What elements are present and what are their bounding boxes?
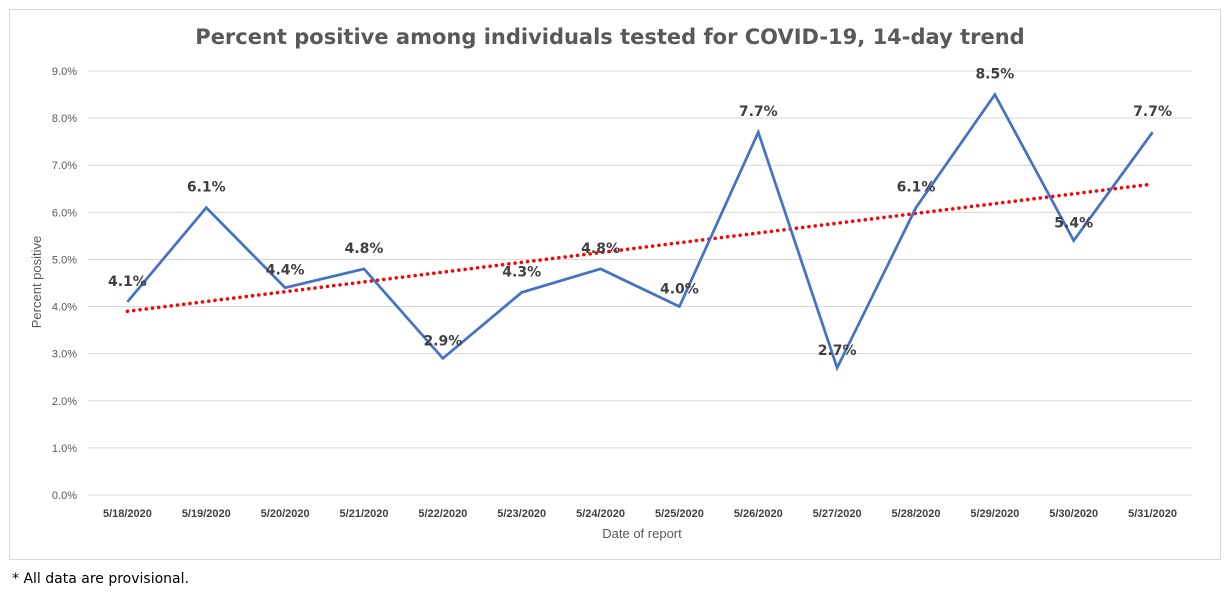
chart-title: Percent positive among individuals teste… (195, 25, 1024, 49)
x-tick-label: 5/28/2020 (892, 508, 941, 520)
x-axis-ticks: 5/18/2020 5/19/2020 5/20/2020 5/21/2020 5/22… (103, 508, 1177, 520)
data-label: 2.9% (423, 333, 462, 349)
y-tick-label: 2.0% (52, 396, 77, 408)
data-label: 4.1% (108, 274, 147, 290)
y-tick-label: 8.0% (52, 113, 77, 125)
y-tick-label: 7.0% (52, 160, 77, 172)
series-line (126, 91, 1154, 372)
data-label: 7.7% (1133, 104, 1172, 120)
y-axis-label: Percent positive (29, 236, 44, 329)
x-tick-label: 5/20/2020 (261, 508, 310, 520)
x-tick-label: 5/22/2020 (418, 508, 467, 520)
y-axis-ticks: 0.0% 1.0% 2.0% 3.0% 4.0% 5.0% 6.0% 7.0% 8.0% 9.0% (52, 66, 77, 502)
x-tick-label: 5/30/2020 (1049, 508, 1098, 520)
trendline (125, 182, 1155, 314)
y-tick-label: 5.0% (52, 254, 77, 266)
x-tick-label: 5/29/2020 (970, 508, 1019, 520)
y-tick-label: 3.0% (52, 349, 77, 361)
x-tick-label: 5/31/2020 (1128, 508, 1177, 520)
y-tick-label: 1.0% (52, 443, 77, 455)
y-tick-label: 4.0% (52, 302, 77, 314)
data-label: 4.8% (581, 241, 620, 257)
x-tick-label: 5/26/2020 (734, 508, 783, 520)
data-label: 4.3% (502, 264, 541, 280)
x-tick-label: 5/25/2020 (655, 508, 704, 520)
chart-frame (9, 9, 1221, 560)
data-label: 2.7% (818, 343, 857, 359)
data-label: 8.5% (975, 67, 1014, 83)
trendline-group (125, 182, 1155, 314)
y-tick-label: 9.0% (52, 66, 77, 78)
x-tick-label: 5/21/2020 (340, 508, 389, 520)
x-tick-label: 5/18/2020 (103, 508, 152, 520)
y-tick-label: 6.0% (52, 207, 77, 219)
data-label: 7.7% (739, 104, 778, 120)
data-label: 4.0% (660, 282, 699, 298)
data-labels: 4.1% 6.1% 4.4% 4.8% 2.9% 4.3% 4.8% 4.0% 7.7% 2.7%… (108, 67, 1172, 359)
data-label: 4.8% (345, 241, 384, 257)
x-tick-label: 5/27/2020 (813, 508, 862, 520)
x-tick-label: 5/24/2020 (576, 508, 625, 520)
data-label: 5.4% (1054, 216, 1093, 232)
data-label: 4.4% (266, 263, 305, 279)
gridlines (88, 70, 1192, 496)
footnote: * All data are provisional. (12, 571, 189, 587)
x-tick-label: 5/19/2020 (182, 508, 231, 520)
x-tick-label: 5/23/2020 (497, 508, 546, 520)
data-label: 6.1% (897, 180, 936, 196)
data-label: 6.1% (187, 180, 226, 196)
y-tick-label: 0.0% (52, 490, 77, 502)
x-axis-label: Date of report (602, 526, 682, 541)
series-group (126, 91, 1154, 372)
